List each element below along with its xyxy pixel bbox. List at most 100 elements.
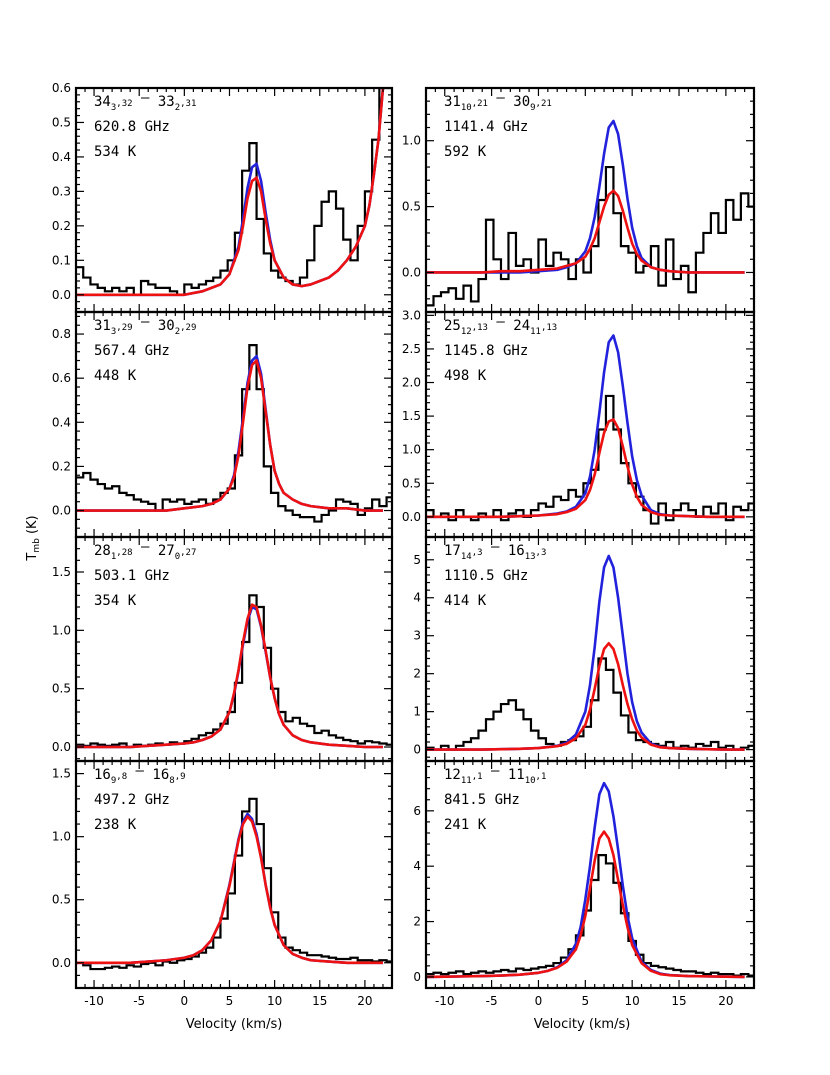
y-tick-label: 6 [413,804,421,818]
frequency-label: 1141.4 GHz [444,119,528,135]
y-axis-label-unit: (K) [25,515,40,538]
transition-label: 313,29 – 302,29 [94,314,196,337]
y-tick-label: 0.2 [52,459,71,473]
plot-area [76,594,392,749]
y-tick-label: 1.0 [52,623,71,637]
frequency-label: 503.1 GHz [94,568,170,584]
y-tick-label: 0.4 [52,415,71,429]
y-tick-label: 0.5 [402,200,421,214]
y-tick-label: 2.5 [402,342,421,356]
x-tick-label: -10 [84,994,104,1008]
panel-left-2: 0.0 0.2 0.4 0.6 0.8 313,29 – 302,29 567.4 GHz 4… [52,310,394,539]
y-tick-label: 1.5 [402,409,421,423]
x-tick-label: 20 [357,994,372,1008]
plot-area [426,119,754,307]
x-tick-label: 5 [581,994,589,1008]
frequency-label: 1110.5 GHz [444,568,528,584]
plot-area [76,797,392,971]
transition-label: 1714,3 – 1613,3 [444,539,546,562]
energy-label: 238 K [94,817,137,833]
x-tick-label: 10 [625,994,640,1008]
y-tick-label: 0.8 [52,327,71,341]
panel-frame [424,759,756,990]
energy-label: 354 K [94,593,137,609]
frequency-label: 841.5 GHz [444,792,520,808]
y-tick-label: 2 [413,915,421,929]
x-tick-label: 0 [535,994,543,1008]
model-red-curve [76,88,385,297]
transition-label: 2512,13 – 2411,13 [444,314,557,337]
x-tick-label: 5 [226,994,234,1008]
y-tick-label: 0.4 [52,150,71,164]
panel-right-2: 0.0 0.5 1.0 1.5 2.0 2.5 3.0 2512,13 – 2411,13 11… [402,308,756,539]
x-tick-label: 15 [312,994,327,1008]
y-tick-label: 1.5 [52,767,71,781]
plot-area [426,334,754,525]
x-tick-label: -5 [486,994,498,1008]
plot-area [76,343,392,523]
y-axis-label: Tmb (K) [25,515,42,561]
energy-label: 448 K [94,368,137,384]
y-tick-label: 4 [413,859,421,873]
y-tick-label: 2 [413,667,421,681]
y-tick-label: 1.0 [402,443,421,457]
frequency-label: 1145.8 GHz [444,343,528,359]
y-tick-label: 5 [413,553,421,567]
y-tick-label: 0.6 [52,81,71,95]
plot-area [76,88,392,297]
y-tick-label: 0 [413,743,421,757]
energy-label: 241 K [444,817,487,833]
y-tick-label: 0.0 [402,265,421,279]
energy-label: 414 K [444,593,487,609]
y-tick-label: 0.0 [52,504,71,518]
y-tick-label: 3 [413,629,421,643]
y-tick-label: 0.5 [52,682,71,696]
x-axis-label-left: Velocity (km/s) [186,1017,283,1032]
observed-spectrum [76,88,392,296]
x-tick-label: 10 [267,994,282,1008]
y-tick-label: 0.5 [52,893,71,907]
y-tick-label: 0 [413,970,421,984]
panel-right-4: -10 -5 0 5 10 15 20 0 2 4 6 1211,1 – 1110,1 841.5 GH… [413,759,756,1008]
observed-spectrum [76,594,392,749]
y-tick-label: 3.0 [402,308,421,322]
y-tick-label: 0.0 [52,288,71,302]
observed-spectrum [426,854,754,977]
x-tick-label: 15 [671,994,686,1008]
y-tick-label: 0.3 [52,184,71,198]
panel-left-4: -10 -5 0 5 10 15 20 0.0 0.5 1.0 1.5 169,8 – 168,9 49… [52,759,394,1008]
y-axis-label-main: T [25,553,40,562]
observed-spectrum [76,343,392,523]
observed-spectrum [76,797,392,971]
energy-label: 498 K [444,368,487,384]
transition-label: 169,8 – 168,9 [94,763,186,786]
y-tick-label: 0.0 [52,956,71,970]
model-red-curve [426,830,745,979]
x-axis-label-right: Velocity (km/s) [534,1017,631,1032]
panel-right-3: 0 1 2 3 4 5 1714,3 – 1613,3 1110.5 GHz 414 K [413,535,756,763]
x-tick-label: 20 [718,994,733,1008]
model-red-curve [426,418,745,519]
observed-spectrum [426,165,754,307]
panel-left-3: 0.0 0.5 1.0 1.5 281,28 – 270,27 503.1 GHz 354 … [52,535,394,763]
panel-left-1: 0.0 0.1 0.2 0.3 0.4 0.5 0.6 343,32 – 332,31 620.… [52,81,394,314]
y-tick-label: 0.1 [52,253,71,267]
y-tick-label: 0.5 [402,476,421,490]
y-tick-label: 0.5 [52,115,71,129]
observed-spectrum [426,657,754,751]
x-tick-label: -10 [435,994,455,1008]
model-blue-curve [426,334,745,519]
frequency-label: 497.2 GHz [94,792,170,808]
model-blue-curve [426,781,745,979]
transition-label: 3110,21 – 309,21 [444,90,552,113]
y-tick-label: 0.0 [402,510,421,524]
y-tick-label: 4 [413,591,421,605]
y-tick-label: 2.0 [402,376,421,390]
y-tick-label: 1.0 [402,134,421,148]
y-tick-label: 1.5 [52,565,71,579]
model-red-curve [76,359,383,512]
energy-label: 534 K [94,144,137,160]
model-red-curve [426,642,745,751]
